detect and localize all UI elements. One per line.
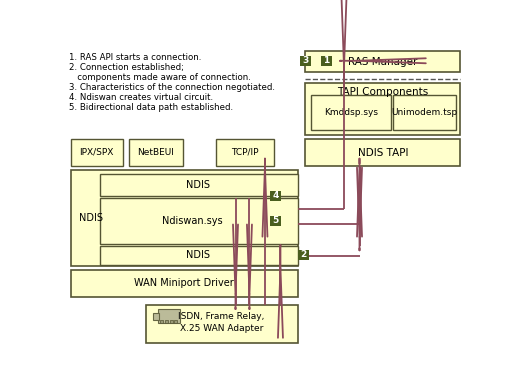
Bar xyxy=(152,312,159,320)
Text: NDIS: NDIS xyxy=(79,213,103,223)
Text: Kmddsp.sys: Kmddsp.sys xyxy=(324,108,378,117)
Bar xyxy=(71,270,297,297)
Bar xyxy=(71,170,297,266)
Bar xyxy=(311,95,391,130)
Text: components made aware of connection.: components made aware of connection. xyxy=(69,73,251,82)
Bar xyxy=(160,320,163,323)
Bar xyxy=(270,190,281,201)
Text: WAN Miniport Driver: WAN Miniport Driver xyxy=(135,278,234,288)
Bar xyxy=(270,216,281,226)
Bar xyxy=(305,83,460,135)
Text: NDIS TAPI: NDIS TAPI xyxy=(358,148,408,158)
Bar xyxy=(100,174,297,196)
Text: 1: 1 xyxy=(323,56,329,65)
Bar xyxy=(393,95,457,130)
Bar xyxy=(174,320,177,323)
Bar xyxy=(165,320,168,323)
Bar xyxy=(305,51,460,72)
Text: 3: 3 xyxy=(302,56,308,65)
Bar xyxy=(305,139,460,166)
Bar xyxy=(100,198,297,244)
Text: TCP/IP: TCP/IP xyxy=(231,148,258,157)
Bar xyxy=(300,56,310,66)
Text: 5. Bidirectional data path established.: 5. Bidirectional data path established. xyxy=(69,103,233,112)
Bar xyxy=(128,139,183,166)
Text: 4: 4 xyxy=(272,191,279,200)
Text: 2: 2 xyxy=(301,250,307,259)
Text: NetBEUI: NetBEUI xyxy=(137,148,174,157)
Bar xyxy=(71,139,123,166)
Text: 3. Characteristics of the connection negotiated.: 3. Characteristics of the connection neg… xyxy=(69,83,275,92)
Text: 2. Connection established;: 2. Connection established; xyxy=(69,63,184,72)
Bar xyxy=(216,139,274,166)
Text: RAS Manager: RAS Manager xyxy=(348,57,418,66)
Text: Unimodem.tsp: Unimodem.tsp xyxy=(392,108,458,117)
Text: 1. RAS API starts a connection.: 1. RAS API starts a connection. xyxy=(69,53,201,62)
Text: NDIS: NDIS xyxy=(186,180,210,190)
Text: 5: 5 xyxy=(272,217,279,226)
Text: ISDN, Frame Relay,
X.25 WAN Adapter: ISDN, Frame Relay, X.25 WAN Adapter xyxy=(178,312,265,334)
Bar xyxy=(146,305,297,343)
Text: IPX/SPX: IPX/SPX xyxy=(80,148,114,157)
Bar xyxy=(298,250,309,260)
Bar xyxy=(158,310,180,323)
Text: NDIS: NDIS xyxy=(186,250,210,260)
Bar xyxy=(321,56,332,66)
Bar xyxy=(170,320,173,323)
Text: TAPI Components: TAPI Components xyxy=(337,87,428,97)
Text: Ndiswan.sys: Ndiswan.sys xyxy=(162,216,223,226)
Text: 4. Ndiswan creates virtual circuit.: 4. Ndiswan creates virtual circuit. xyxy=(69,93,213,102)
Bar xyxy=(100,246,297,265)
